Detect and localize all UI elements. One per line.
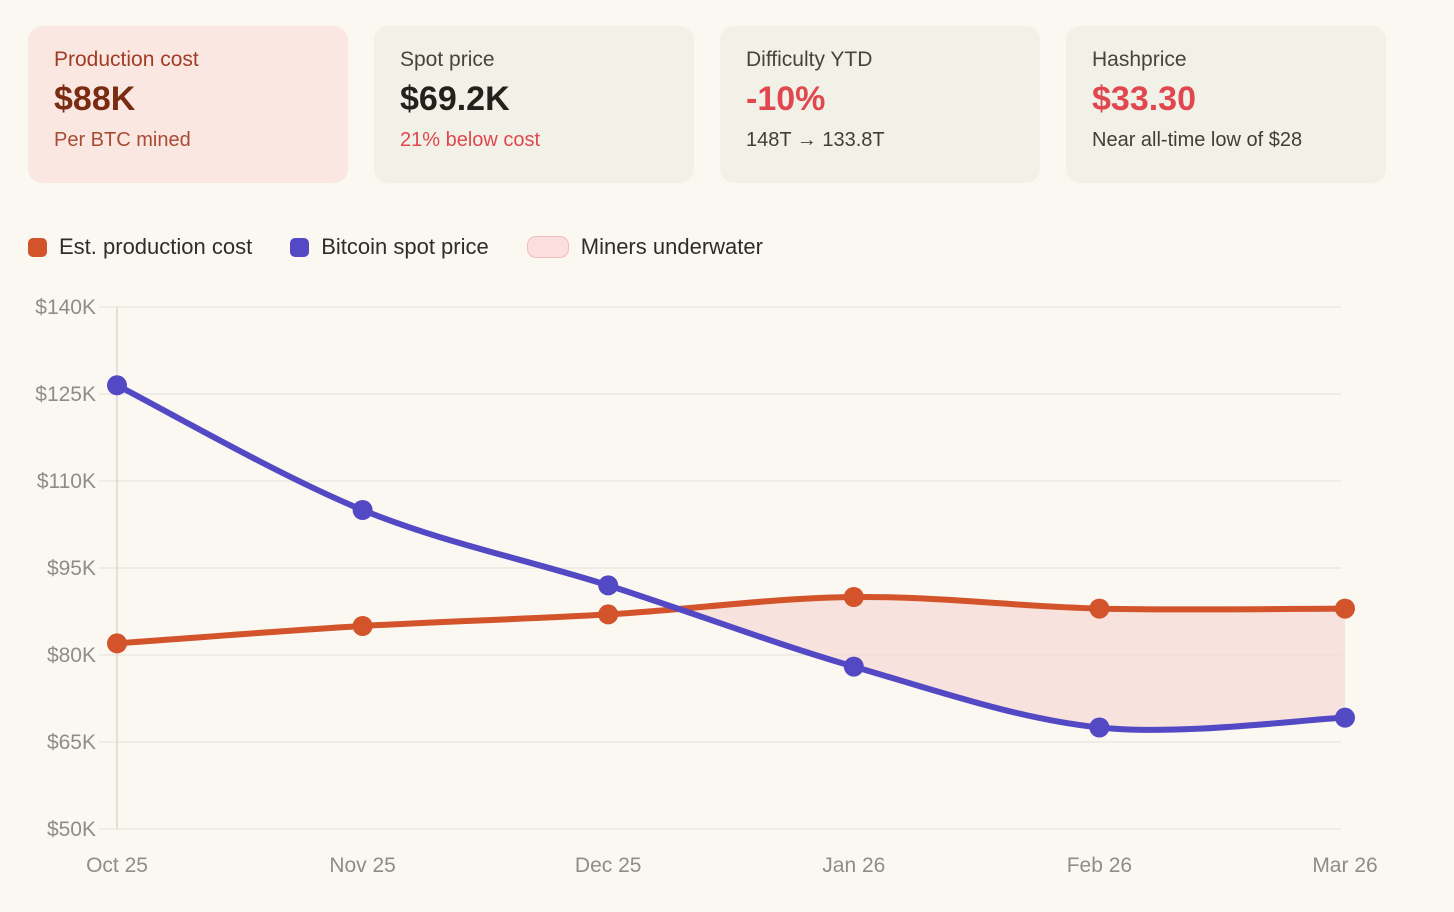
- card-subtitle: 148T → 133.8T: [746, 129, 885, 151]
- svg-text:$65K: $65K: [47, 731, 96, 754]
- card-title: Hashprice: [1092, 48, 1187, 71]
- card-value: $33.30: [1092, 80, 1196, 118]
- svg-text:Jan 26: Jan 26: [822, 854, 885, 877]
- card-value: -10%: [746, 80, 826, 118]
- card-title: Production cost: [54, 48, 199, 71]
- legend-item-spot-price: Bitcoin spot price: [290, 234, 489, 260]
- legend-label: Bitcoin spot price: [321, 234, 489, 259]
- svg-text:$125K: $125K: [35, 383, 96, 406]
- svg-text:Nov 25: Nov 25: [329, 854, 396, 877]
- stat-cards: Production cost $88K Per BTC mined Spot …: [28, 26, 1386, 183]
- card-value: $69.2K: [400, 80, 510, 118]
- svg-text:$95K: $95K: [47, 557, 96, 580]
- legend-item-production-cost: Est. production cost: [28, 234, 252, 260]
- stat-card-difficulty-ytd: Difficulty YTD -10% 148T → 133.8T: [720, 26, 1040, 183]
- stat-card-production-cost: Production cost $88K Per BTC mined: [28, 26, 348, 183]
- stat-card-spot-price: Spot price $69.2K 21% below cost: [374, 26, 694, 183]
- stat-card-hashprice: Hashprice $33.30 Near all-time low of $2…: [1066, 26, 1386, 183]
- card-title: Difficulty YTD: [746, 48, 873, 71]
- svg-text:Mar 26: Mar 26: [1312, 854, 1377, 877]
- svg-text:$110K: $110K: [37, 470, 96, 493]
- svg-text:$80K: $80K: [47, 644, 96, 667]
- card-title: Spot price: [400, 48, 495, 71]
- card-subtitle: 21% below cost: [400, 129, 541, 151]
- svg-text:Dec 25: Dec 25: [575, 854, 642, 877]
- svg-text:$50K: $50K: [47, 818, 96, 841]
- legend-label: Est. production cost: [59, 234, 253, 259]
- legend-swatch-spot-price: [290, 237, 310, 257]
- legend-label: Miners underwater: [580, 234, 763, 259]
- svg-text:Feb 26: Feb 26: [1067, 854, 1132, 877]
- price-vs-cost-chart: $140K $125K $110K $95K $80K $65K $50K Oct 25 Nov…: [35, 296, 1377, 877]
- svg-text:Oct 25: Oct 25: [86, 854, 148, 877]
- legend-swatch-production-cost: [28, 237, 47, 257]
- legend-item-miners-underwater: Miners underwater: [526, 234, 763, 260]
- svg-text:$140K: $140K: [35, 296, 96, 319]
- card-value: $88K: [54, 80, 136, 118]
- card-subtitle: Near all-time low of $28: [1092, 129, 1303, 151]
- card-subtitle: Per BTC mined: [54, 129, 191, 151]
- chart-legend: Est. production cost Bitcoin spot price …: [28, 234, 763, 260]
- legend-swatch-underwater: [526, 236, 569, 258]
